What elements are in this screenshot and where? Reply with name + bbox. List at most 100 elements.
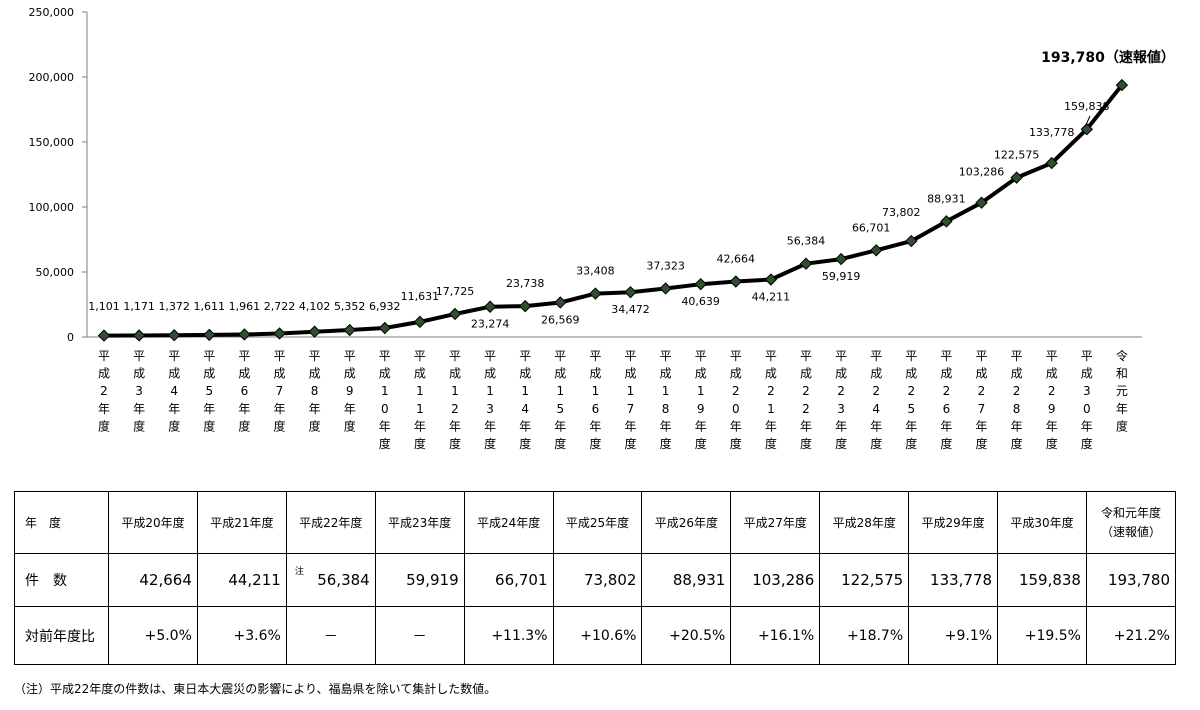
data-label: 59,919 <box>822 270 861 283</box>
cell-text: +19.5% <box>1024 627 1081 644</box>
category-char: 5 <box>907 402 915 416</box>
category-char: 1 <box>662 384 670 398</box>
data-point-marker <box>1115 78 1129 92</box>
category-char: 年 <box>695 419 707 433</box>
category-char: 平 <box>414 349 426 363</box>
data-point-marker <box>659 282 672 295</box>
data-label: 23,738 <box>506 277 545 290</box>
x-category-label: 平成 1 1 年度 <box>414 349 426 451</box>
category-char: 2 <box>732 384 740 398</box>
category-char: 年 <box>203 402 215 416</box>
data-label: 23,274 <box>471 318 510 331</box>
category-char: 平 <box>1011 349 1023 363</box>
category-char: 3 <box>135 384 143 398</box>
data-label: 40,639 <box>681 295 720 308</box>
data-label: 1,101 <box>88 300 120 313</box>
data-label: 34,472 <box>611 303 650 316</box>
category-char: 1 <box>697 384 705 398</box>
table-cell: 193,780 <box>1085 553 1177 607</box>
data-point-marker <box>834 252 848 266</box>
category-char: 度 <box>835 436 847 451</box>
table-cell: 88,931 <box>641 553 732 607</box>
table-cell: 122,575 <box>819 553 910 607</box>
data-label: 56,384 <box>787 235 826 248</box>
category-char: 8 <box>311 384 319 398</box>
category-char: 成 <box>1081 367 1093 381</box>
category-char: 和 <box>1116 367 1128 381</box>
category-char: 成 <box>730 367 742 381</box>
x-category-label: 平成 2 年度 <box>98 349 110 433</box>
category-char: 4 <box>521 402 529 416</box>
data-point-marker <box>483 300 497 313</box>
data-point-marker <box>167 329 181 342</box>
x-category-label: 平成 3 年度 <box>133 349 145 433</box>
x-category-label: 令和元年度 <box>1116 348 1128 433</box>
category-char: 度 <box>203 418 215 433</box>
category-char: 平 <box>695 349 707 363</box>
x-category-label: 平成 4 年度 <box>168 349 180 433</box>
cell-text: +18.7% <box>846 627 904 644</box>
category-char: 度 <box>975 436 987 451</box>
category-char: 年 <box>484 419 496 433</box>
category-char: 1 <box>627 384 635 398</box>
x-category-label: 平成 1 4 年度 <box>519 349 531 451</box>
category-char: 平 <box>449 349 461 363</box>
data-point-marker <box>764 273 778 286</box>
category-char: 平 <box>624 349 636 363</box>
data-markers <box>97 78 1129 342</box>
cell-text: 133,778 <box>930 571 993 589</box>
table-cell: 平成21年度 <box>196 491 287 554</box>
y-tick-label: 250,000 <box>29 6 75 19</box>
category-char: 成 <box>589 367 601 381</box>
table-cell: +9.1% <box>908 606 999 665</box>
x-category-label: 平成 1 9 年度 <box>695 349 707 451</box>
category-char: 2 <box>1013 384 1021 398</box>
cell-text: 平成28年度 <box>832 516 896 530</box>
data-point-marker <box>448 307 462 321</box>
category-char: 年 <box>765 419 777 433</box>
x-category-label: 平成 2 3 年度 <box>835 349 847 451</box>
category-char: 平 <box>309 349 321 363</box>
category-char: 平 <box>940 349 952 363</box>
category-char: 4 <box>872 402 880 416</box>
category-char: 1 <box>451 384 459 398</box>
category-char: 度 <box>1046 436 1058 451</box>
category-char: 5 <box>205 384 213 398</box>
x-category-label: 平成 2 0 年度 <box>730 349 742 451</box>
table-cell: 44,211 <box>196 553 287 607</box>
data-label: 2,722 <box>264 300 296 313</box>
category-char: 度 <box>273 418 285 433</box>
table-cell: 59,919 <box>374 553 465 607</box>
category-char: 年 <box>309 402 321 416</box>
data-label: 11,631 <box>401 290 440 303</box>
table-cell: － <box>374 606 465 665</box>
note-mark: 注 <box>294 567 304 577</box>
category-char: 成 <box>940 367 952 381</box>
cell-text: +20.5% <box>669 627 726 644</box>
category-char: 令 <box>1116 348 1128 363</box>
data-label: 6,932 <box>369 300 401 313</box>
category-char: 度 <box>98 418 110 433</box>
table-cell: 73,802 <box>552 553 643 607</box>
category-char: 5 <box>556 402 564 416</box>
data-label: 66,701 <box>852 221 891 234</box>
category-char: 成 <box>484 367 496 381</box>
category-char: 年 <box>344 402 356 416</box>
category-char: 2 <box>907 384 915 398</box>
category-char: 1 <box>592 384 600 398</box>
table-cell: +20.5% <box>641 606 732 665</box>
data-label: 1,611 <box>194 300 226 313</box>
table-cell: 平成28年度 <box>819 491 910 554</box>
category-char: 0 <box>1083 402 1091 416</box>
x-category-label: 平成 1 5 年度 <box>554 349 566 451</box>
x-category-label: 平成 2 6 年度 <box>940 349 952 451</box>
table-cell: 平成29年度 <box>908 491 999 554</box>
table-cell: 66,701 <box>463 553 554 607</box>
data-label: 73,802 <box>882 206 921 219</box>
y-tick-label: 100,000 <box>29 201 75 214</box>
category-char: 度 <box>695 436 707 451</box>
category-char: 成 <box>379 367 391 381</box>
data-point-marker <box>554 296 567 309</box>
category-char: 6 <box>241 384 249 398</box>
category-char: 成 <box>309 367 321 381</box>
